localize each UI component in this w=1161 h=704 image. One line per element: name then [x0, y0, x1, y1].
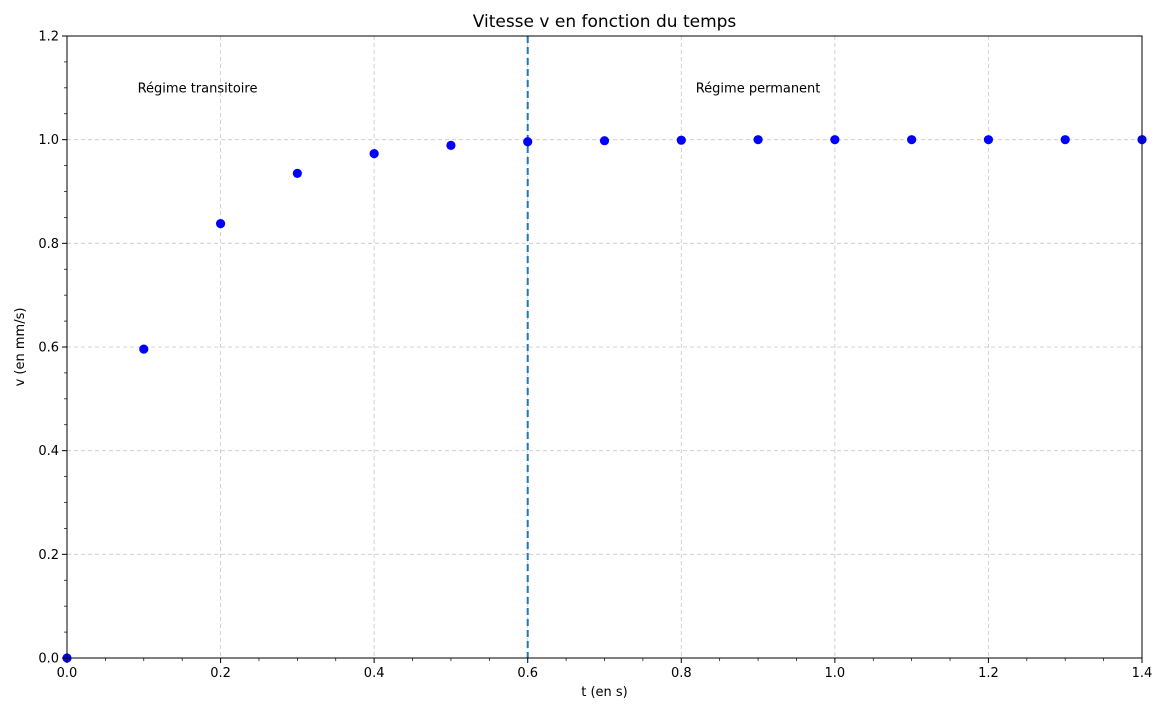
data-point: [139, 344, 149, 354]
data-points: [62, 135, 1147, 663]
data-point: [292, 168, 302, 178]
y-axis-label: v (en mm/s): [13, 308, 28, 387]
y-tick-label: 0.0: [38, 652, 59, 667]
x-tick-label: 1.0: [825, 666, 846, 681]
axis-ticks: [62, 35, 1143, 663]
x-tick-label: 0.2: [210, 666, 231, 681]
annotation-label: Régime transitoire: [138, 81, 258, 96]
x-axis-label: t (en s): [581, 685, 628, 700]
x-tick-label: 1.2: [978, 666, 999, 681]
y-tick-label: 1.0: [38, 133, 59, 148]
data-point: [830, 135, 840, 145]
grid: [66, 35, 1143, 659]
chart-title: Vitesse v en fonction du temps: [473, 12, 737, 32]
data-point: [599, 136, 610, 146]
data-point: [369, 149, 379, 159]
x-tick-label: 0.4: [364, 666, 385, 681]
x-tick-label: 0.8: [671, 666, 692, 681]
annotation-label: Régime permanent: [696, 81, 821, 96]
annotations: Régime transitoire Régime permanent: [138, 81, 821, 96]
y-tick-label: 0.2: [38, 548, 59, 563]
x-tick-label: 1.4: [1132, 666, 1153, 681]
data-point: [676, 135, 686, 145]
y-tick-label: 0.4: [38, 444, 59, 459]
data-point: [1060, 135, 1070, 145]
data-point: [215, 219, 226, 229]
y-tick-label: 1.2: [38, 30, 59, 45]
y-tick-label: 0.8: [38, 237, 59, 252]
x-tick-label: 0.0: [57, 666, 78, 681]
data-point: [523, 137, 533, 147]
y-tick-label: 0.6: [38, 341, 59, 356]
tick-labels: 0.0 0.2 0.4 0.6 0.8 1.0 1.2 1.4 0.0 0.2 0.4 0.6 0.8 1…: [38, 30, 1152, 682]
data-point: [753, 135, 763, 145]
data-point: [983, 135, 994, 145]
data-point: [907, 135, 917, 145]
x-tick-label: 0.6: [517, 666, 538, 681]
data-point: [446, 140, 456, 150]
